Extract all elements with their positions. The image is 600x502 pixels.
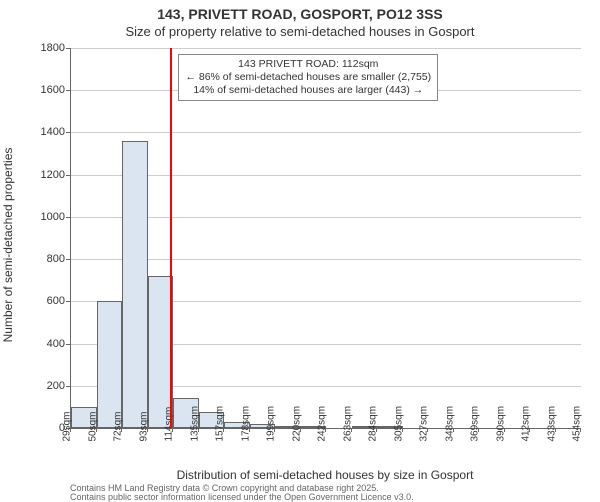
annotation-line: ← 86% of semi-detached houses are smalle… <box>185 71 431 84</box>
y-tick-label: 1600 <box>15 84 65 96</box>
annotation-line: 143 PRIVETT ROAD: 112sqm <box>185 58 431 71</box>
y-tick-mark <box>66 90 70 91</box>
histogram-bar <box>148 276 174 428</box>
chart-container: 143, PRIVETT ROAD, GOSPORT, PO12 3SS Siz… <box>0 0 600 500</box>
histogram-bar <box>97 301 123 428</box>
y-tick-label: 200 <box>15 380 65 392</box>
annotation-line: 14% of semi-detached houses are larger (… <box>185 84 431 97</box>
gridline <box>71 259 581 260</box>
y-axis-label: Number of semi-detached properties <box>1 148 15 343</box>
y-tick-label: 800 <box>15 253 65 265</box>
y-tick-label: 1200 <box>15 169 65 181</box>
y-tick-label: 1000 <box>15 211 65 223</box>
y-tick-label: 600 <box>15 295 65 307</box>
x-axis-label: Distribution of semi-detached houses by … <box>70 468 580 482</box>
y-tick-mark <box>66 344 70 345</box>
y-tick-mark <box>66 48 70 49</box>
y-tick-label: 0 <box>15 422 65 434</box>
y-tick-mark <box>66 386 70 387</box>
histogram-bar <box>122 141 148 428</box>
chart-title: 143, PRIVETT ROAD, GOSPORT, PO12 3SS <box>0 6 600 22</box>
y-tick-label: 1800 <box>15 42 65 54</box>
gridline <box>71 48 581 49</box>
plot-area: 143 PRIVETT ROAD: 112sqm ← 86% of semi-d… <box>70 48 581 429</box>
y-tick-mark <box>66 301 70 302</box>
y-tick-mark <box>66 217 70 218</box>
y-tick-label: 1400 <box>15 126 65 138</box>
gridline <box>71 217 581 218</box>
footer-text: Contains HM Land Registry data © Crown c… <box>70 484 414 502</box>
gridline <box>71 175 581 176</box>
y-tick-mark <box>66 259 70 260</box>
y-tick-mark <box>66 175 70 176</box>
annotation-box: 143 PRIVETT ROAD: 112sqm ← 86% of semi-d… <box>178 54 438 101</box>
chart-subtitle: Size of property relative to semi-detach… <box>0 24 600 39</box>
y-tick-label: 400 <box>15 338 65 350</box>
y-tick-mark <box>66 132 70 133</box>
reference-line <box>170 48 172 428</box>
gridline <box>71 132 581 133</box>
footer-line: Contains public sector information licen… <box>70 493 414 502</box>
